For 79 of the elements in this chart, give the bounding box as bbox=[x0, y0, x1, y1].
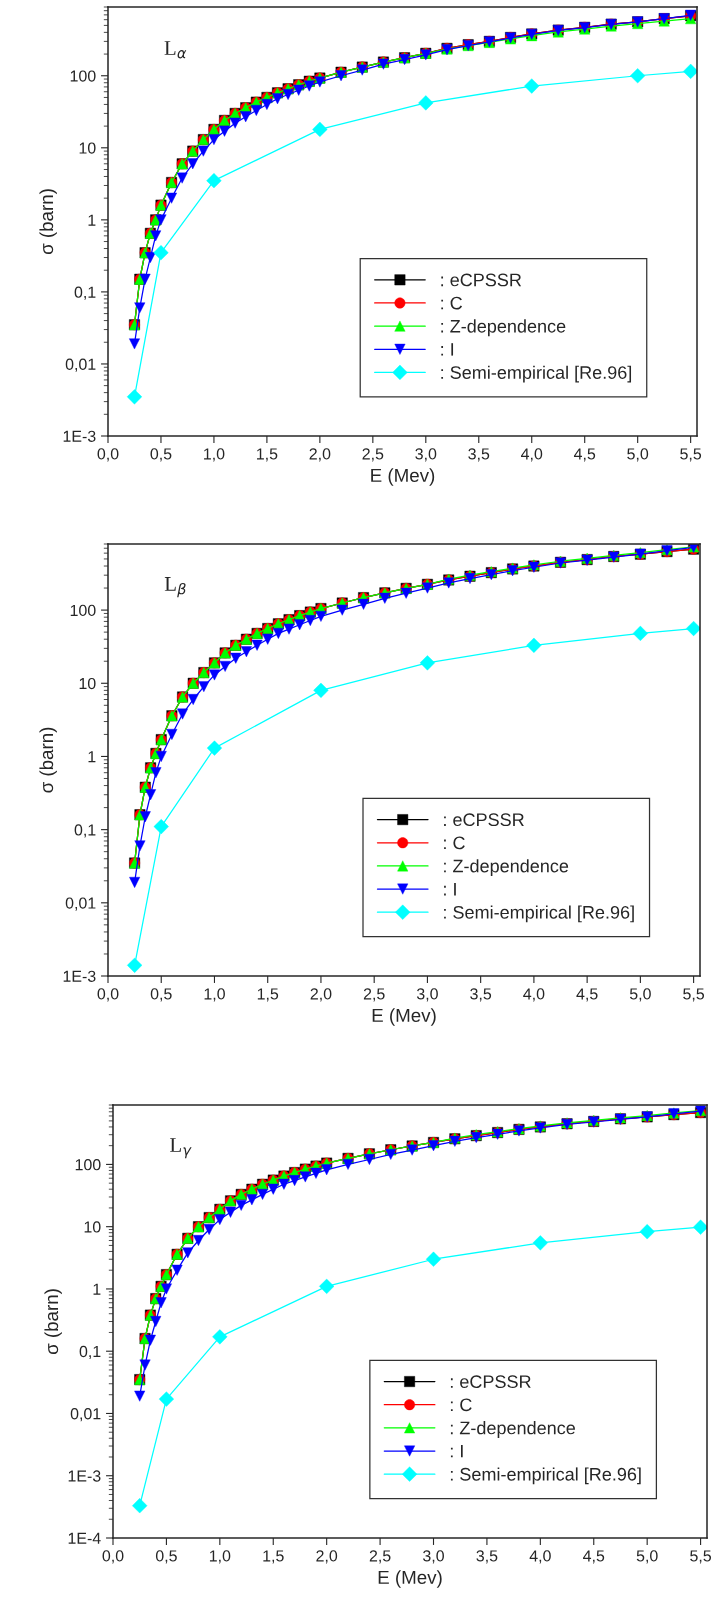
x-tick-label: 0,0 bbox=[102, 1550, 124, 1564]
y-tick-label: 0,1 bbox=[74, 286, 96, 300]
x-tick-label: 3,0 bbox=[423, 1550, 444, 1564]
x-axis-title: E (Mev) bbox=[371, 468, 435, 486]
legend-label: : I bbox=[450, 1444, 463, 1458]
x-tick-label: 1,5 bbox=[257, 988, 279, 1002]
y-tick-label: 1E-3 bbox=[63, 430, 96, 442]
y-tick-label: 1E-3 bbox=[63, 970, 96, 982]
y-tick-label: 1 bbox=[88, 214, 96, 226]
legend-label: : Semi-empirical [Re.96] bbox=[441, 365, 632, 383]
y-tick-label: 100 bbox=[75, 1159, 101, 1171]
legend-label: : eCPSSR bbox=[444, 813, 524, 827]
x-tick-label: 2,0 bbox=[310, 988, 332, 1002]
legend-label: : Z-dependence bbox=[450, 1421, 575, 1438]
x-tick-label: 1,0 bbox=[204, 448, 225, 462]
legend-label: : I bbox=[441, 343, 454, 356]
y-tick-label: 1E-3 bbox=[68, 1470, 101, 1482]
annotation: L$_{γ}$ bbox=[170, 1138, 192, 1159]
x-tick-label: 5,5 bbox=[680, 448, 702, 462]
x-tick-label: 3,5 bbox=[476, 1550, 498, 1564]
y-tick-label: 10 bbox=[79, 677, 96, 690]
y-tick-label: 0,1 bbox=[79, 1345, 101, 1360]
x-tick-label: 0,5 bbox=[150, 448, 172, 462]
x-tick-label: 5,0 bbox=[629, 988, 651, 1002]
legend-label: : Z-dependence bbox=[444, 859, 569, 876]
annotation: L$_{α}$ bbox=[164, 41, 187, 59]
y-tick-label: 10 bbox=[84, 1221, 101, 1233]
legend-label: : Z-dependence bbox=[441, 319, 566, 337]
y-tick-label: 100 bbox=[70, 70, 96, 82]
x-tick-label: 4,5 bbox=[573, 448, 596, 462]
x-tick-label: 2,0 bbox=[316, 1550, 338, 1564]
x-tick-label: 3,0 bbox=[415, 448, 437, 462]
y-tick-label: 1 bbox=[93, 1283, 101, 1295]
x-tick-label: 0,0 bbox=[97, 988, 119, 1002]
y-axis-title: σ (barn) bbox=[44, 1289, 62, 1355]
y-tick-label: 1 bbox=[88, 751, 96, 763]
x-tick-label: 0,0 bbox=[97, 448, 119, 462]
x-tick-label: 1,0 bbox=[209, 1550, 231, 1564]
x-tick-label: 4,5 bbox=[583, 1550, 605, 1564]
legend-label: : C bbox=[441, 296, 463, 310]
x-axis-title: E (Mev) bbox=[372, 1008, 436, 1026]
x-axis-title: E (Mev) bbox=[378, 1570, 442, 1588]
x-tick-label: 1,5 bbox=[263, 1550, 284, 1564]
x-tick-label: 1,5 bbox=[257, 448, 278, 462]
legend-label: : Semi-empirical [Re.96] bbox=[450, 1467, 641, 1485]
x-tick-label: 4,5 bbox=[576, 988, 598, 1002]
x-tick-label: 3,5 bbox=[468, 448, 490, 462]
x-tick-label: 0,5 bbox=[150, 988, 172, 1002]
y-tick-label: 1E-4 bbox=[68, 1532, 101, 1544]
x-tick-label: 2,5 bbox=[362, 448, 384, 462]
x-tick-label: 0,5 bbox=[155, 1550, 177, 1564]
legend-label: : eCPSSR bbox=[441, 273, 522, 287]
x-tick-label: 4,0 bbox=[523, 988, 545, 1002]
legend-label: : I bbox=[444, 882, 456, 896]
annotation: L$_{β}$ bbox=[164, 577, 186, 598]
x-tick-label: 4,0 bbox=[529, 1550, 551, 1564]
legend-label: : C bbox=[450, 1398, 472, 1412]
x-tick-label: 5,5 bbox=[683, 988, 705, 1002]
x-tick-label: 3,0 bbox=[416, 988, 438, 1002]
y-tick-label: 0,01 bbox=[70, 1408, 101, 1422]
x-tick-label: 1,0 bbox=[204, 988, 225, 1002]
x-tick-label: 4,0 bbox=[521, 448, 543, 462]
legend-label: : Semi-empirical [Re.96] bbox=[444, 905, 634, 923]
y-tick-label: 100 bbox=[70, 604, 96, 617]
legend-label: : C bbox=[444, 836, 465, 850]
y-tick-label: 0,01 bbox=[65, 897, 96, 911]
y-tick-label: 0,1 bbox=[74, 824, 96, 838]
x-tick-label: 5,0 bbox=[636, 1550, 658, 1564]
legend-label: : eCPSSR bbox=[450, 1375, 531, 1389]
x-tick-label: 5,0 bbox=[627, 448, 649, 462]
y-tick-label: 0,01 bbox=[65, 358, 96, 372]
x-tick-label: 2,5 bbox=[369, 1550, 391, 1564]
y-axis-title: σ (barn) bbox=[39, 189, 57, 255]
y-axis-title: σ (barn) bbox=[39, 727, 57, 793]
x-tick-label: 2,0 bbox=[309, 448, 331, 462]
x-tick-label: 2,5 bbox=[363, 988, 385, 1002]
x-tick-label: 5,5 bbox=[690, 1550, 712, 1564]
y-tick-label: 10 bbox=[79, 142, 96, 154]
x-tick-label: 3,5 bbox=[470, 988, 492, 1002]
